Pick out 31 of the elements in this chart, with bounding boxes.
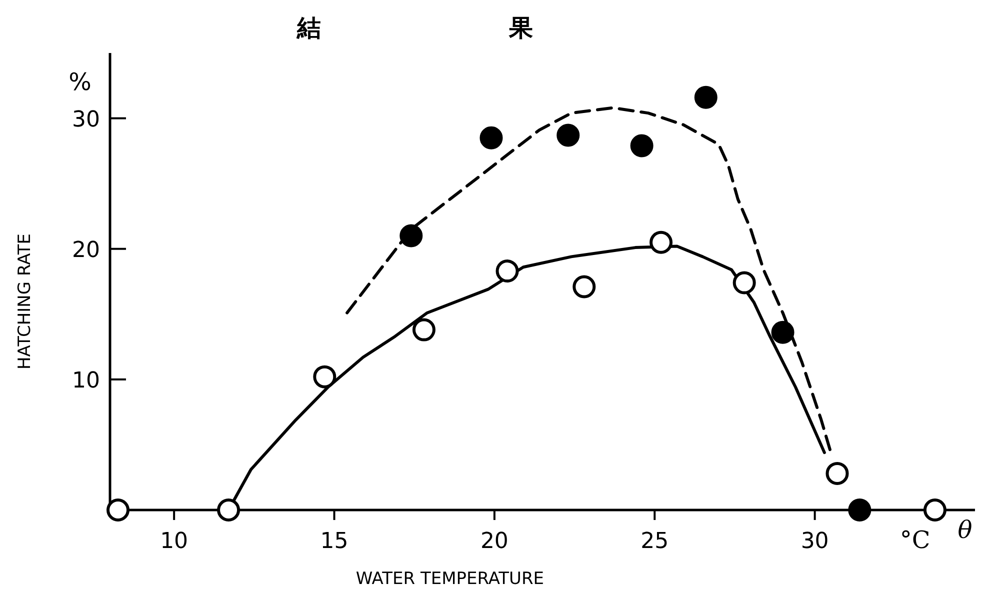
y-tick-label: 10 (72, 368, 100, 394)
point (826, 462, 849, 485)
x-tick-label: 15 (320, 529, 348, 554)
x-tick-label: 10 (160, 529, 188, 554)
point (412, 318, 436, 342)
x-tick-label: 25 (640, 529, 669, 554)
point (556, 124, 580, 147)
point (572, 275, 596, 298)
point (217, 498, 240, 522)
text: θ (958, 516, 973, 544)
chart-title: 結 果 (296, 14, 624, 42)
y-axis-title: HATCHING RATE (15, 234, 35, 370)
y-tick-label: 30 (72, 107, 100, 132)
point (732, 271, 756, 294)
point (480, 126, 503, 150)
point (313, 365, 336, 388)
point (923, 498, 946, 522)
point (694, 86, 718, 109)
y-tick-label: 20 (72, 238, 100, 263)
x-tick-label: 30 (800, 529, 829, 554)
text: % (68, 68, 92, 96)
point (848, 498, 872, 522)
point (496, 260, 519, 283)
x-axis-title: WATER TEMPERATURE (356, 569, 544, 589)
point (106, 498, 130, 522)
point (400, 224, 423, 248)
text: °C (900, 526, 930, 554)
point (630, 134, 654, 158)
point (650, 230, 673, 254)
point (771, 320, 794, 344)
x-tick-label: 20 (480, 529, 508, 554)
